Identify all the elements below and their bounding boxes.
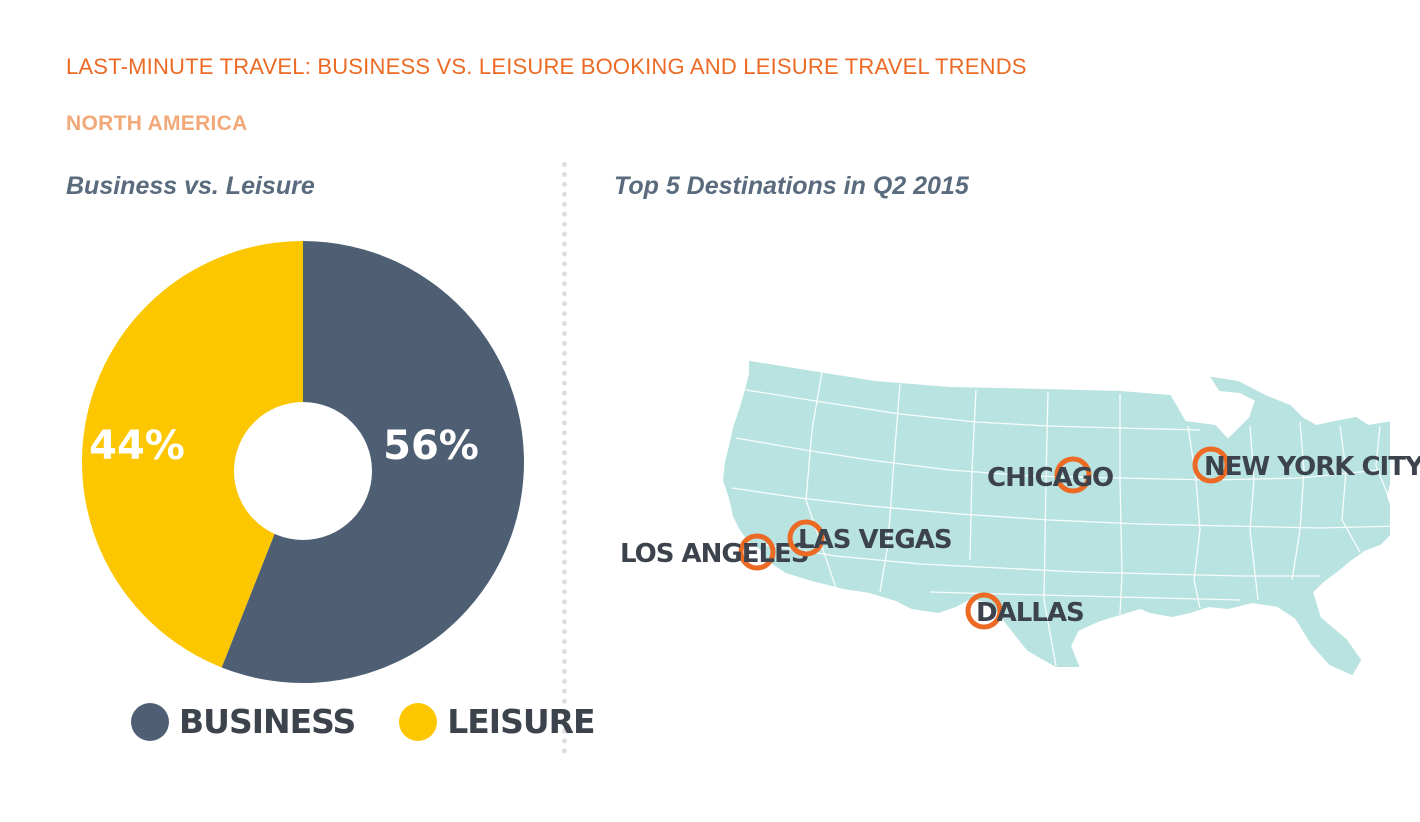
pie-label-leisure: 44% bbox=[89, 423, 185, 469]
city-marker-las-vegas: LAS VEGAS bbox=[787, 519, 953, 557]
marker-ring-icon bbox=[1054, 456, 1092, 494]
us-map bbox=[722, 360, 1390, 676]
legend-label-business: BUSINESS bbox=[179, 702, 356, 741]
map-title: Top 5 Destinations in Q2 2015 bbox=[614, 172, 969, 200]
section-divider bbox=[562, 162, 567, 754]
marker-ring-icon bbox=[965, 592, 1003, 630]
city-label-new-york-city: NEW YORK CITY bbox=[1204, 452, 1420, 482]
marker-ring-icon bbox=[738, 533, 776, 571]
donut-chart: 56% 44% bbox=[81, 241, 524, 683]
page-subtitle: NORTH AMERICA bbox=[66, 112, 248, 135]
legend-item-leisure: LEISURE bbox=[399, 702, 596, 741]
legend-swatch-business bbox=[131, 702, 169, 741]
pie-slice-leisure bbox=[81, 241, 303, 668]
pie-slices bbox=[81, 241, 524, 683]
city-marker-new-york-city: NEW YORK CITY bbox=[1192, 446, 1420, 484]
pie-slice-business bbox=[221, 241, 524, 683]
city-label-chicago: CHICAGO bbox=[987, 463, 1113, 493]
marker-ring-icon bbox=[1192, 446, 1230, 484]
pie-labels: 56% 44% bbox=[89, 423, 479, 469]
chart-legend: BUSINESS LEISURE bbox=[131, 702, 639, 741]
city-label-dallas: DALLAS bbox=[976, 598, 1084, 628]
city-label-las-vegas: LAS VEGAS bbox=[798, 525, 952, 555]
city-marker-dallas: DALLAS bbox=[965, 592, 1085, 630]
page-title: LAST-MINUTE TRAVEL: BUSINESS VS. LEISURE… bbox=[66, 54, 1027, 79]
city-marker-los-angeles: LOS ANGELES bbox=[620, 533, 810, 571]
donut-hole bbox=[234, 402, 372, 540]
city-label-los-angeles: LOS ANGELES bbox=[620, 539, 809, 569]
legend-label-leisure: LEISURE bbox=[447, 702, 595, 741]
legend-swatch-leisure bbox=[399, 702, 438, 741]
state-borders bbox=[731, 371, 1390, 667]
city-marker-chicago: CHICAGO bbox=[987, 456, 1114, 494]
legend-item-business: BUSINESS bbox=[131, 702, 356, 741]
us-mainland-shape bbox=[722, 360, 1390, 676]
pie-chart-title: Business vs. Leisure bbox=[66, 172, 315, 200]
pie-label-business: 56% bbox=[383, 423, 479, 469]
marker-ring-icon bbox=[787, 519, 825, 557]
